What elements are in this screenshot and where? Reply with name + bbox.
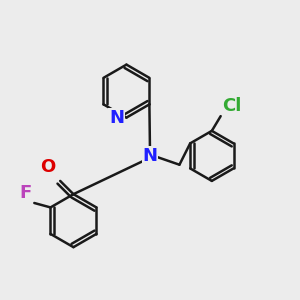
Text: O: O [40, 158, 56, 176]
Text: N: N [109, 109, 124, 127]
Text: Cl: Cl [222, 97, 242, 115]
Text: N: N [142, 147, 158, 165]
Text: F: F [20, 184, 32, 202]
